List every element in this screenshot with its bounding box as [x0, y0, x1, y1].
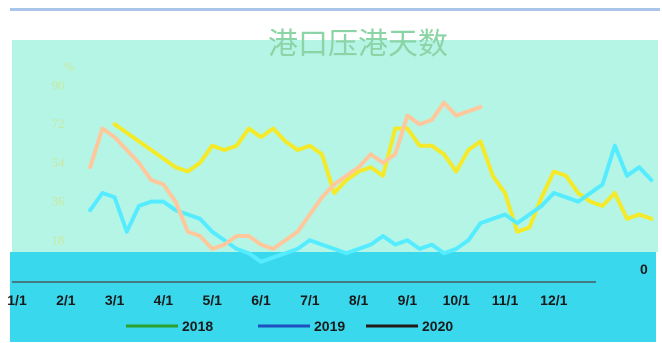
x-tick-label: 9/1	[398, 292, 418, 308]
x-tick-label: 3/1	[105, 292, 125, 308]
x-tick-label: 5/1	[202, 292, 222, 308]
zero-label: 0	[640, 261, 648, 277]
series-line-2019	[88, 143, 654, 264]
x-tick-label: 4/1	[154, 292, 174, 308]
series-line-2020	[88, 100, 483, 251]
x-tick-labels: 1/1 2/1 3/1 4/1 5/1 6/1 7/1 8/1 9/1 10/1 11/1 12/1	[7, 292, 567, 308]
y-tick-label: 36	[52, 194, 66, 209]
x-tick-label: 12/1	[540, 292, 567, 308]
y-tick-label: 54	[52, 155, 66, 170]
x-tick-label: 11/1	[492, 292, 519, 308]
legend-label-2019: 2019	[314, 318, 345, 334]
x-tick-label: 1/1	[7, 292, 27, 308]
y-tick-labels: 90 72 54 36 18	[52, 78, 66, 248]
legend: 2018 2019 2020	[126, 318, 453, 334]
x-tick-label: 10/1	[443, 292, 470, 308]
x-tick-label: 8/1	[349, 292, 369, 308]
x-tick-label: 2/1	[56, 292, 76, 308]
plot-area	[12, 40, 658, 252]
series-line-2018	[112, 122, 654, 234]
legend-label-2018: 2018	[182, 318, 213, 334]
y-axis-label: %	[64, 59, 75, 74]
top-border	[10, 8, 660, 11]
chart-title: 港口压港天数	[268, 27, 448, 62]
x-tick-label: 6/1	[251, 292, 271, 308]
y-tick-label: 90	[52, 78, 65, 93]
lower-band	[10, 252, 656, 342]
y-tick-label: 18	[52, 232, 65, 247]
series-lines	[88, 100, 654, 264]
y-tick-label: 72	[52, 116, 65, 131]
x-tick-label: 7/1	[300, 292, 320, 308]
legend-label-2020: 2020	[422, 318, 453, 334]
